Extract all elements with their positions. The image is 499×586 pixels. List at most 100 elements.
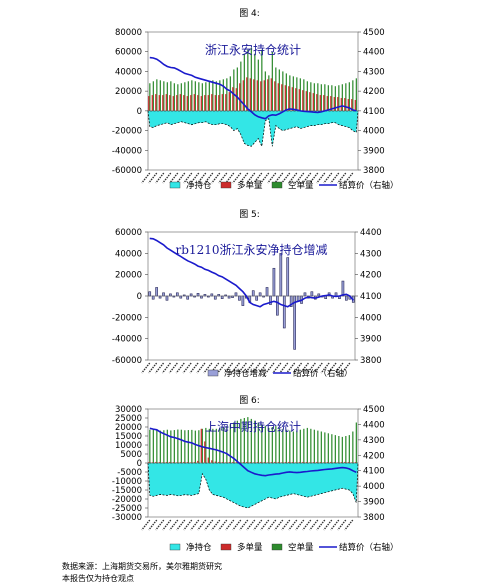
bar-long-volume — [148, 96, 150, 111]
bar-long-volume — [211, 460, 213, 463]
y2-tick-label: 3800 — [360, 356, 382, 366]
bar-short-volume — [247, 49, 249, 111]
legend-swatch — [220, 543, 232, 551]
bar-long-volume — [249, 462, 251, 463]
bar-net-change — [210, 293, 214, 297]
bar-short-volume — [317, 83, 319, 111]
legend-swatch — [220, 181, 232, 189]
area-net-position — [147, 462, 359, 509]
bar-short-volume — [170, 81, 172, 111]
legend-label: 净持仓 — [186, 180, 212, 191]
bar-short-volume — [313, 429, 315, 463]
bar-short-volume — [341, 84, 343, 111]
bar-short-volume — [264, 426, 266, 463]
bar-short-volume — [299, 429, 301, 463]
x-tick-label — [295, 172, 305, 184]
legend-swatch — [271, 543, 283, 551]
legend-label: 结算价（右轴） — [339, 180, 399, 191]
y-tick-label: -20000 — [112, 313, 142, 323]
y-tick-label: 0 — [137, 459, 142, 469]
bar-short-volume — [320, 431, 322, 463]
bar-net-change — [265, 287, 269, 297]
bar-long-volume — [263, 462, 265, 463]
bar-long-volume — [256, 80, 258, 111]
bar-long-volume — [158, 462, 160, 463]
bar-long-volume — [221, 462, 223, 463]
y2-tick-label: 4300 — [363, 436, 385, 446]
bar-long-volume — [172, 96, 174, 111]
x-tick-label — [190, 519, 200, 531]
bar-long-volume — [242, 80, 244, 111]
x-tick-label — [169, 519, 179, 531]
x-tick-label — [337, 519, 347, 531]
bar-net-change — [148, 291, 152, 297]
bar-short-volume — [254, 420, 256, 463]
bar-short-volume — [352, 80, 354, 111]
x-tick-label — [279, 362, 289, 374]
bar-net-change — [220, 295, 224, 299]
bar-long-volume — [312, 93, 314, 111]
legend-label: 净持仓 — [186, 542, 212, 553]
x-tick-label — [309, 172, 319, 184]
bar-long-volume — [239, 83, 241, 111]
bar-short-volume — [198, 82, 200, 111]
bar-long-volume — [319, 95, 321, 111]
x-tick-label — [286, 362, 296, 374]
bar-short-volume — [201, 83, 203, 111]
y2-tick-label: 4000 — [360, 313, 382, 323]
bar-long-volume — [298, 462, 300, 463]
legend-label: 净持仓增减 — [224, 368, 267, 379]
bar-long-volume — [162, 462, 164, 463]
x-tick-label — [148, 362, 158, 374]
bar-long-volume — [214, 461, 216, 463]
bar-net-change — [165, 295, 169, 301]
x-tick-label — [218, 172, 228, 184]
y-tick-label: 40000 — [115, 249, 142, 259]
bar-long-volume — [190, 95, 192, 111]
bar-short-volume — [282, 428, 284, 463]
y2-tick-label: 4100 — [363, 107, 385, 117]
bar-short-volume — [271, 427, 273, 463]
legend-label: 多单量 — [237, 542, 263, 553]
bar-short-volume — [205, 427, 207, 463]
bar-long-volume — [225, 94, 227, 111]
bar-short-volume — [310, 82, 312, 111]
bar-short-volume — [215, 428, 217, 463]
bar-long-volume — [207, 457, 209, 463]
x-tick-label — [330, 172, 340, 184]
bar-long-volume — [337, 462, 339, 463]
bar-long-volume — [302, 461, 304, 463]
x-tick-label — [155, 519, 165, 531]
bar-net-change — [234, 292, 238, 297]
x-tick-label — [281, 172, 291, 184]
bar-long-volume — [351, 99, 353, 111]
bar-net-change — [175, 292, 179, 297]
y2-tick-label: 4400 — [363, 420, 385, 430]
bar-short-volume — [163, 430, 165, 463]
bar-short-volume — [149, 83, 151, 111]
x-tick-label — [344, 172, 354, 184]
y-tick-label: -60000 — [112, 356, 142, 366]
bar-short-volume — [275, 67, 277, 111]
bar-long-volume — [169, 95, 171, 111]
bar-long-volume — [225, 462, 227, 463]
bar-short-volume — [296, 77, 298, 111]
bar-long-volume — [316, 94, 318, 111]
bar-short-volume — [212, 428, 214, 463]
bar-long-volume — [288, 461, 290, 463]
bar-long-volume — [267, 79, 269, 111]
chart-net-position-shanghai-zhongqi: -30000-25000-20000-15000-10000-500005000… — [112, 405, 399, 553]
bar-long-volume — [333, 97, 335, 111]
x-tick-label — [281, 519, 291, 531]
bar-short-volume — [219, 80, 221, 111]
x-tick-label — [154, 362, 165, 374]
bar-short-volume — [229, 76, 231, 111]
bar-short-volume — [222, 427, 224, 463]
x-tick-label — [246, 172, 256, 184]
bar-short-volume — [355, 78, 357, 111]
x-tick-label — [148, 172, 158, 184]
bar-long-volume — [218, 95, 220, 111]
legend-swatch — [169, 543, 181, 551]
bar-short-volume — [166, 82, 168, 111]
legend-label: 结算价（右轴） — [339, 542, 399, 553]
